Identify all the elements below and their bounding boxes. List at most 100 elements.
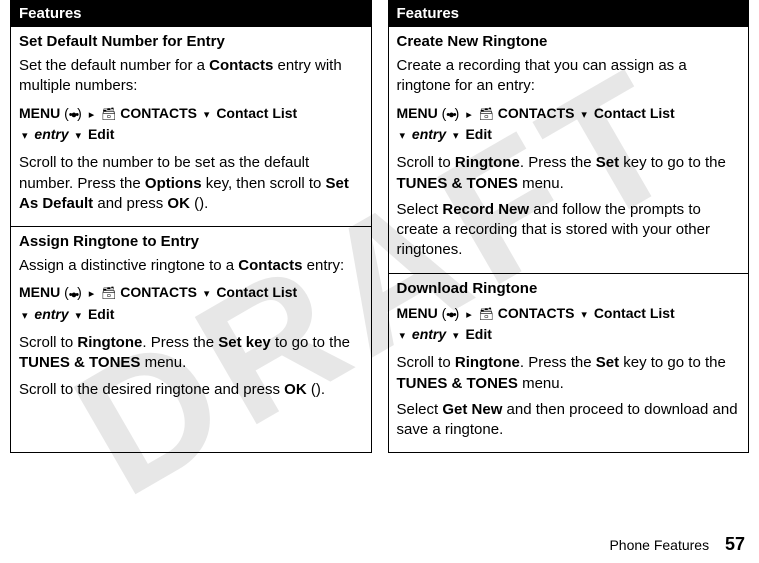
nav-path: MENU () CONTACTS Contact List entry Edit (397, 303, 741, 346)
arrow-down-icon (19, 306, 31, 322)
nav-entry: entry (34, 306, 68, 322)
text-bold: OK (167, 195, 190, 212)
footer-label: Phone Features (609, 537, 709, 553)
nav-edit: Edit (88, 306, 114, 322)
nav-contacts: CONTACTS (120, 284, 197, 300)
text-bold: Options (145, 175, 202, 192)
section-default-number: Set Default Number for Entry Set the def… (11, 26, 371, 226)
nav-edit: Edit (465, 126, 491, 142)
section-assign-ringtone: Assign Ringtone to Entry Assign a distin… (11, 226, 371, 412)
arrow-down-icon (578, 105, 590, 121)
nav-contacts: CONTACTS (498, 305, 575, 321)
arrow-right-icon (86, 105, 98, 121)
text: Select (397, 401, 443, 418)
arrow-down-icon (397, 326, 409, 342)
nav-menu: MENU (19, 284, 60, 300)
center-key-icon (69, 283, 77, 304)
nav-entry: entry (34, 126, 68, 142)
text: Scroll to (397, 154, 455, 171)
para: Scroll to the number to be set as the de… (19, 153, 363, 214)
text: key, then scroll to (202, 175, 326, 192)
page-footer: Phone Features 57 (609, 534, 745, 555)
page-content: Features Set Default Number for Entry Se… (0, 0, 759, 453)
text-bold: Contacts (209, 57, 273, 74)
arrow-right-icon (463, 105, 475, 121)
right-column: Features Create New Ringtone Create a re… (388, 0, 750, 453)
text-bold: TUNES & TONES (397, 175, 518, 192)
arrow-down-icon (450, 326, 462, 342)
text: entry: (302, 257, 344, 274)
nav-path: MENU () CONTACTS Contact List entry Edit (19, 103, 363, 146)
para: Assign a distinctive ringtone to a Conta… (19, 256, 363, 276)
nav-menu: MENU (19, 105, 60, 121)
text-bold: TUNES & TONES (397, 375, 518, 392)
text: Scroll to the desired ringtone and press (19, 381, 284, 398)
text-bold: Ringtone (455, 354, 520, 371)
text: key to go to the (619, 154, 726, 171)
nav-contact-list: Contact List (594, 305, 675, 321)
arrow-right-icon (86, 284, 98, 300)
para: Select Record New and follow the prompts… (397, 200, 741, 261)
center-key-icon (446, 303, 454, 324)
text: Scroll to (397, 354, 455, 371)
center-key-icon (446, 103, 454, 124)
para: Scroll to the desired ringtone and press… (19, 380, 363, 400)
arrow-down-icon (201, 284, 213, 300)
contacts-icon (479, 305, 494, 321)
text: menu. (518, 175, 564, 192)
nav-contact-list: Contact List (216, 284, 297, 300)
nav-contact-list: Contact List (216, 105, 297, 121)
section-title: Assign Ringtone to Entry (19, 233, 363, 250)
left-column: Features Set Default Number for Entry Se… (10, 0, 372, 453)
left-header: Features (11, 1, 371, 26)
text: and press (93, 195, 167, 212)
arrow-down-icon (450, 126, 462, 142)
text: . Press the (520, 154, 596, 171)
nav-edit: Edit (88, 126, 114, 142)
nav-entry: entry (412, 126, 446, 142)
contacts-icon (101, 284, 116, 300)
center-key-icon (69, 103, 77, 124)
para: Scroll to Ringtone. Press the Set key to… (397, 353, 741, 394)
text-bold: Set key (218, 334, 271, 351)
contacts-icon (101, 105, 116, 121)
arrow-down-icon (19, 126, 31, 142)
text: . Press the (520, 354, 596, 371)
nav-path: MENU () CONTACTS Contact List entry Edit (19, 282, 363, 325)
text: Select (397, 201, 443, 218)
arrow-down-icon (201, 105, 213, 121)
section-create-ringtone: Create New Ringtone Create a recording t… (389, 26, 749, 273)
contacts-icon (479, 105, 494, 121)
para: Scroll to Ringtone. Press the Set key to… (397, 153, 741, 194)
text: menu. (518, 375, 564, 392)
arrow-right-icon (463, 305, 475, 321)
page-number: 57 (725, 534, 745, 554)
text: Assign a distinctive ringtone to a (19, 257, 238, 274)
text: ( (307, 381, 316, 398)
right-header: Features (389, 1, 749, 26)
section-title: Set Default Number for Entry (19, 33, 363, 50)
text-bold: Contacts (238, 257, 302, 274)
text: . Press the (142, 334, 218, 351)
text: ( (190, 195, 199, 212)
section-download-ringtone: Download Ringtone MENU () CONTACTS Conta… (389, 273, 749, 453)
section-title: Download Ringtone (397, 280, 741, 297)
text-bold: Set (596, 354, 619, 371)
text-bold: Ringtone (77, 334, 142, 351)
text-bold: Set (596, 154, 619, 171)
arrow-down-icon (73, 306, 85, 322)
text-bold: OK (284, 381, 307, 398)
nav-menu: MENU (397, 305, 438, 321)
text-bold: TUNES & TONES (19, 354, 140, 371)
text-bold: Ringtone (455, 154, 520, 171)
nav-contacts: CONTACTS (498, 105, 575, 121)
arrow-down-icon (578, 305, 590, 321)
text: Set the default number for a (19, 57, 209, 74)
nav-edit: Edit (465, 326, 491, 342)
para: Set the default number for a Contacts en… (19, 56, 363, 97)
para: Scroll to Ringtone. Press the Set key to… (19, 333, 363, 374)
text: Scroll to (19, 334, 77, 351)
nav-entry: entry (412, 326, 446, 342)
para: Create a recording that you can assign a… (397, 56, 741, 97)
text-bold: Record New (442, 201, 529, 218)
